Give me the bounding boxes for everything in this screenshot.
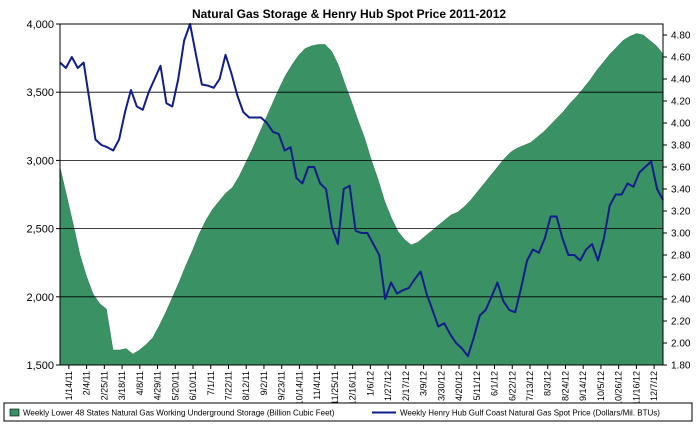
x-axis-tick-label: 10/26/12 [614,371,624,406]
x-axis-tick-label: 1/27/12 [383,371,393,401]
right-axis-tick-label: 2.20 [671,317,691,328]
x-axis-tick-label: 4/20/12 [454,371,464,401]
left-axis-tick-label: 1,500 [26,360,54,372]
x-axis-tick-label: 7/22/11 [223,371,233,400]
legend-label-price: Weekly Henry Hub Gulf Coast Natural Gas … [400,409,660,418]
legend-box [3,402,693,422]
right-axis-tick-label: 1.80 [671,361,691,372]
x-axis-tick-label: 2/17/12 [401,371,411,401]
right-axis-tick-label: 4.60 [671,53,691,64]
x-axis-tick-label: 2/25/11 [99,371,109,400]
left-axis-tick-label: 2,000 [26,292,54,304]
legend-swatch-storage [9,408,20,417]
x-axis-tick-label: 6/22/12 [507,371,517,401]
x-axis-tick-label: 11/25/11 [330,371,340,405]
x-axis-tick-label: 11/4/11 [312,371,322,400]
x-axis-tick-label: 12/16/11 [348,371,358,405]
plot-border [59,23,664,366]
x-axis-tick-label: 8/12/11 [241,371,251,400]
plot-area: 1,500 2,000 2,500 3,000 3,500 4,000 1.80 2.00 2.… [26,19,690,406]
right-axis-tick-label: 2.60 [671,273,691,284]
x-axis-tick-label: 9/14/12 [578,371,588,401]
x-axis-tick-label: 8/24/12 [560,371,570,401]
left-axis-tick-label: 3,500 [26,87,54,99]
x-axis-tick-label: 6/10/11 [188,371,198,400]
right-axis-tick-label: 3.60 [671,163,691,174]
left-axis-tick-label: 4,000 [26,19,54,31]
right-axis-tick-label: 2.00 [671,339,691,350]
x-axis-tick-label: 8/3/12 [543,371,553,396]
x-axis-tick-label: 4/8/11 [135,371,145,395]
x-axis-tick-label: 6/1/12 [490,371,500,396]
x-axis-tick-label: 10/5/12 [596,371,606,401]
x-axis-tick-label: 1/14/11 [64,371,74,400]
x-axis-tick-label: 1/6/12 [365,371,375,396]
storage-area-series [59,33,664,366]
x-axis-tick-label: 3/30/12 [436,371,446,401]
x-axis-tick-label: 7/1/11 [206,371,216,395]
x-axis-tick-label: 12/7/12 [649,371,659,401]
right-axis-tick-label: 3.40 [671,185,691,196]
right-axis-tick-label: 4.40 [671,75,691,86]
right-axis-tick-label: 4.80 [671,31,691,42]
x-axis-tick-label: 3/18/11 [117,371,127,400]
legend-label-storage: Weekly Lower 48 States Natural Gas Worki… [23,409,335,418]
x-axis-tick-label: 5/11/12 [472,371,482,400]
right-axis-tick-label: 2.40 [671,295,691,306]
x-axis-tick-label: 4/29/11 [153,371,163,400]
price-line-series [59,23,664,358]
left-axis-tick-label: 2,500 [26,224,54,236]
right-axis-tick-label: 3.80 [671,141,691,152]
left-axis-tick-label: 3,000 [26,155,54,167]
x-axis-tick-label: 7/13/12 [525,371,535,401]
chart-title: Natural Gas Storage & Henry Hub Spot Pri… [192,7,506,21]
x-axis-tick-label: 9/23/11 [277,371,287,400]
right-axis-tick-label: 2.80 [671,251,691,262]
x-axis-tick-label: 10/14/11 [294,371,304,405]
x-axis-tick-label: 9/2/11 [259,371,269,395]
right-axis-tick-label: 3.00 [671,229,691,240]
x-axis-tick-label: 3/9/12 [419,371,429,396]
right-axis-tick-label: 3.20 [671,207,691,218]
x-axis-tick-label: 5/20/11 [170,371,180,400]
right-axis-tick-label: 4.20 [671,97,691,108]
legend: Weekly Lower 48 States Natural Gas Worki… [3,402,693,422]
x-axis-tick-label: 11/16/12 [631,371,641,405]
right-axis-tick-label: 4.00 [671,119,691,130]
x-axis-tick-label: 2/4/11 [82,371,92,395]
